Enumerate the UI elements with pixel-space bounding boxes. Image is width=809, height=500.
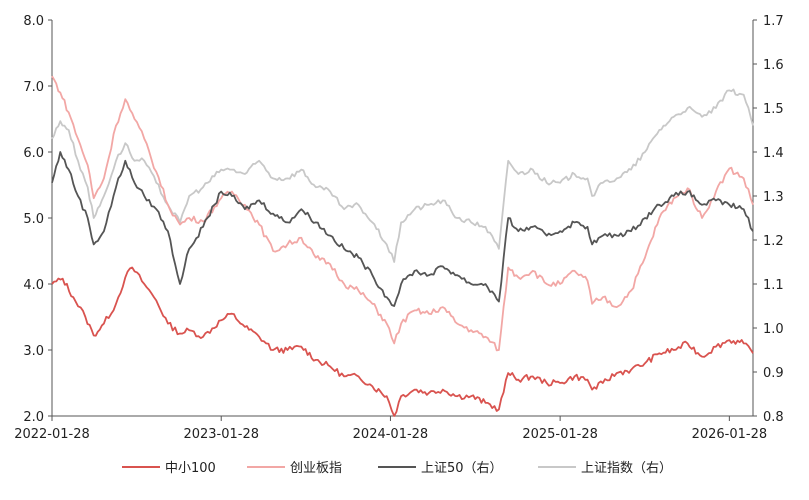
left-y-tick-label: 3.0 bbox=[23, 344, 44, 359]
right-y-tick-label: 1.1 bbox=[763, 278, 784, 293]
series-line-3 bbox=[51, 88, 754, 263]
legend-label-0: 中小100 bbox=[165, 461, 216, 476]
left-y-tick-label: 7.0 bbox=[23, 80, 44, 95]
left-y-tick-label: 6.0 bbox=[23, 146, 44, 161]
right-y-tick-label: 1.7 bbox=[763, 14, 784, 29]
legend: 中小100 创业板指 上证50（右） 上证指数（右） bbox=[122, 461, 672, 476]
right-y-tick-label: 1.0 bbox=[763, 322, 784, 337]
left-y-tick-label: 4.0 bbox=[23, 278, 44, 293]
right-y-tick-label: 1.3 bbox=[763, 190, 784, 205]
right-y-tick-label: 1.4 bbox=[763, 146, 784, 161]
right-y-tick-label: 1.2 bbox=[763, 234, 784, 249]
x-tick-label: 2022-01-28 bbox=[14, 427, 90, 442]
x-tick-label: 2026-01-28 bbox=[692, 427, 768, 442]
legend-label-2: 上证50（右） bbox=[421, 461, 503, 476]
x-tick-label: 2023-01-28 bbox=[183, 427, 259, 442]
series-line-1 bbox=[51, 75, 754, 352]
right-y-tick-label: 0.8 bbox=[763, 410, 784, 425]
right-y-tick-label: 1.5 bbox=[763, 102, 784, 117]
left-y-tick-label: 8.0 bbox=[23, 14, 44, 29]
series-lines bbox=[51, 75, 754, 417]
legend-label-3: 上证指数（右） bbox=[581, 461, 672, 476]
right-y-tick-label: 0.9 bbox=[763, 366, 784, 381]
left-y-tick-label: 2.0 bbox=[23, 410, 44, 425]
x-axis-ticks: 2022-01-28 2023-01-28 2024-01-28 2025-01-28… bbox=[14, 416, 767, 442]
series-line-2 bbox=[51, 151, 754, 307]
legend-label-1: 创业板指 bbox=[290, 461, 342, 476]
left-y-axis-ticks: 2.0 3.0 4.0 5.0 6.0 7.0 8.0 bbox=[23, 14, 52, 425]
right-y-axis-ticks: 0.8 0.9 1.0 1.1 1.2 1.3 1.4 1.5 1.6 1.7 bbox=[753, 14, 784, 425]
right-y-tick-label: 1.6 bbox=[763, 58, 784, 73]
x-tick-label: 2025-01-28 bbox=[522, 427, 598, 442]
x-tick-label: 2024-01-28 bbox=[353, 427, 429, 442]
left-y-tick-label: 5.0 bbox=[23, 212, 44, 227]
series-line-0 bbox=[51, 266, 754, 417]
